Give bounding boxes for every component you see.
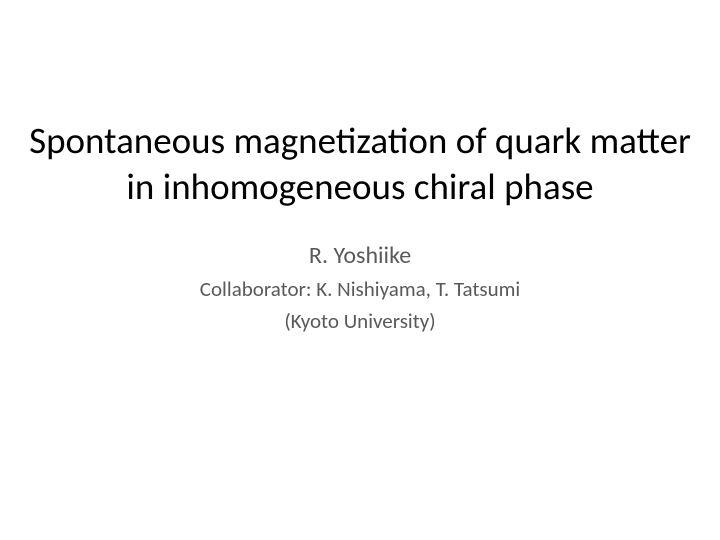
author-name: R. Yoshiike [200, 241, 520, 270]
slide-title: Spontaneous magnetization of quark matte… [0, 118, 720, 211]
collaborator-line: Collaborator: K. Nishiyama, T. Tatsumi [200, 276, 520, 302]
author-block: R. Yoshiike Collaborator: K. Nishiyama, … [200, 241, 520, 334]
affiliation-line: (Kyoto University) [200, 308, 520, 334]
